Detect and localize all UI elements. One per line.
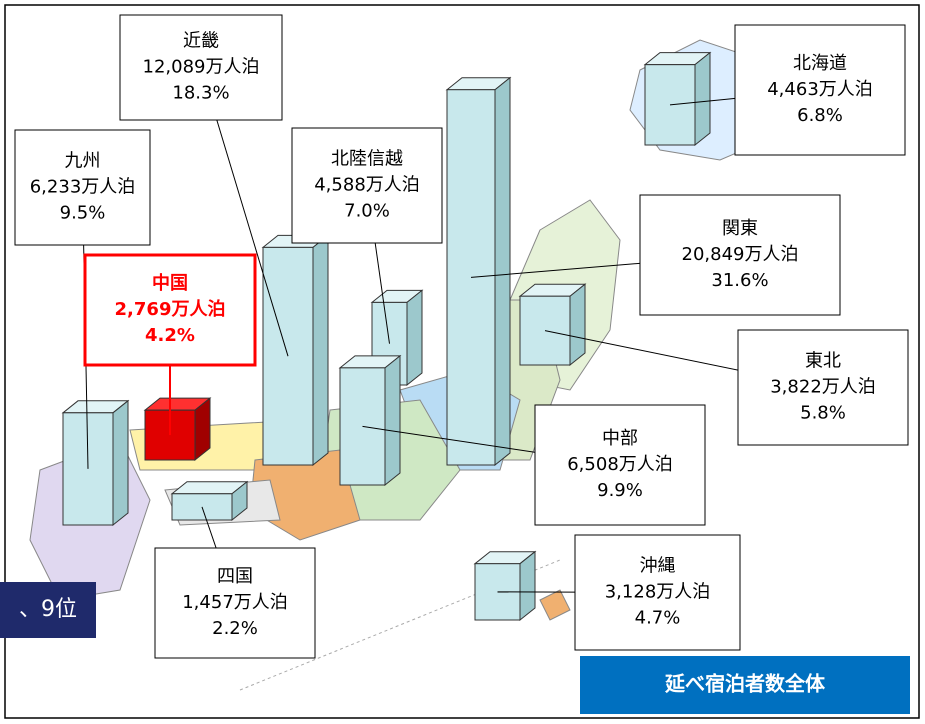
callout-box (737, 329, 909, 446)
callout-share-label: 7.0% (344, 201, 390, 222)
bar-side (569, 283, 586, 367)
callout-box (639, 194, 841, 316)
callout-box (574, 534, 741, 651)
callout-name: 四国 (217, 566, 253, 587)
bar-side (494, 76, 511, 467)
bar-side (519, 550, 536, 622)
callout-box (734, 24, 906, 156)
callout-value-label: 3,128万人泊 (605, 582, 711, 603)
callout-value-label: 20,849万人泊 (682, 244, 799, 265)
rank-text: 、9位 (19, 597, 77, 622)
rank-box (0, 582, 96, 638)
callout-share-label: 9.9% (597, 480, 643, 501)
bar (339, 367, 386, 486)
callout-name: 沖縄 (640, 556, 676, 577)
bar-side (384, 354, 401, 487)
callout-share-label: 6.8% (797, 105, 843, 126)
callout-name: 北海道 (793, 53, 847, 74)
callout-value-label: 2,769万人泊 (115, 299, 226, 320)
callout-value-label: 6,508万人泊 (567, 454, 673, 475)
callout-share-label: 9.5% (60, 203, 106, 224)
callout-box (83, 253, 257, 367)
callout-name: 東北 (805, 351, 841, 372)
bar-side (406, 289, 423, 387)
bar-side (112, 399, 129, 527)
callout-share-label: 2.2% (212, 618, 258, 639)
bar-side (694, 51, 711, 147)
callout-value-label: 4,588万人泊 (314, 175, 420, 196)
callout-share-label: 4.7% (635, 608, 681, 629)
callout-box (154, 547, 316, 659)
callout-value-label: 3,822万人泊 (770, 377, 876, 398)
badge-text: 延べ宿泊者数全体 (664, 672, 826, 696)
badge (580, 656, 910, 714)
callout-name: 近畿 (183, 31, 219, 52)
callout-value-label: 4,463万人泊 (767, 79, 873, 100)
callout-value-label: 6,233万人泊 (30, 177, 136, 198)
callout-name: 九州 (65, 151, 101, 172)
callout-share-label: 18.3% (172, 83, 229, 104)
callout-box (534, 404, 706, 526)
callout-box (14, 129, 151, 246)
callout-name: 中国 (152, 272, 188, 294)
callout-box (119, 14, 283, 121)
callouts: 北海道 4,463万人泊 6.8% 関東 20,849万人泊 31.6% 東北 3,822万人… (14, 14, 909, 659)
callout-name: 関東 (722, 218, 758, 239)
callout-name: 中部 (602, 428, 638, 449)
callout-box (291, 127, 443, 244)
callout-value-label: 12,089万人泊 (143, 57, 260, 78)
callout-name: 北陸信越 (331, 149, 403, 170)
callout-value-label: 1,457万人泊 (182, 592, 288, 613)
callout-share-label: 31.6% (711, 270, 768, 291)
callout-share-label: 5.8% (800, 403, 846, 424)
bar-side (312, 234, 329, 467)
callout-share-label: 4.2% (145, 325, 195, 346)
